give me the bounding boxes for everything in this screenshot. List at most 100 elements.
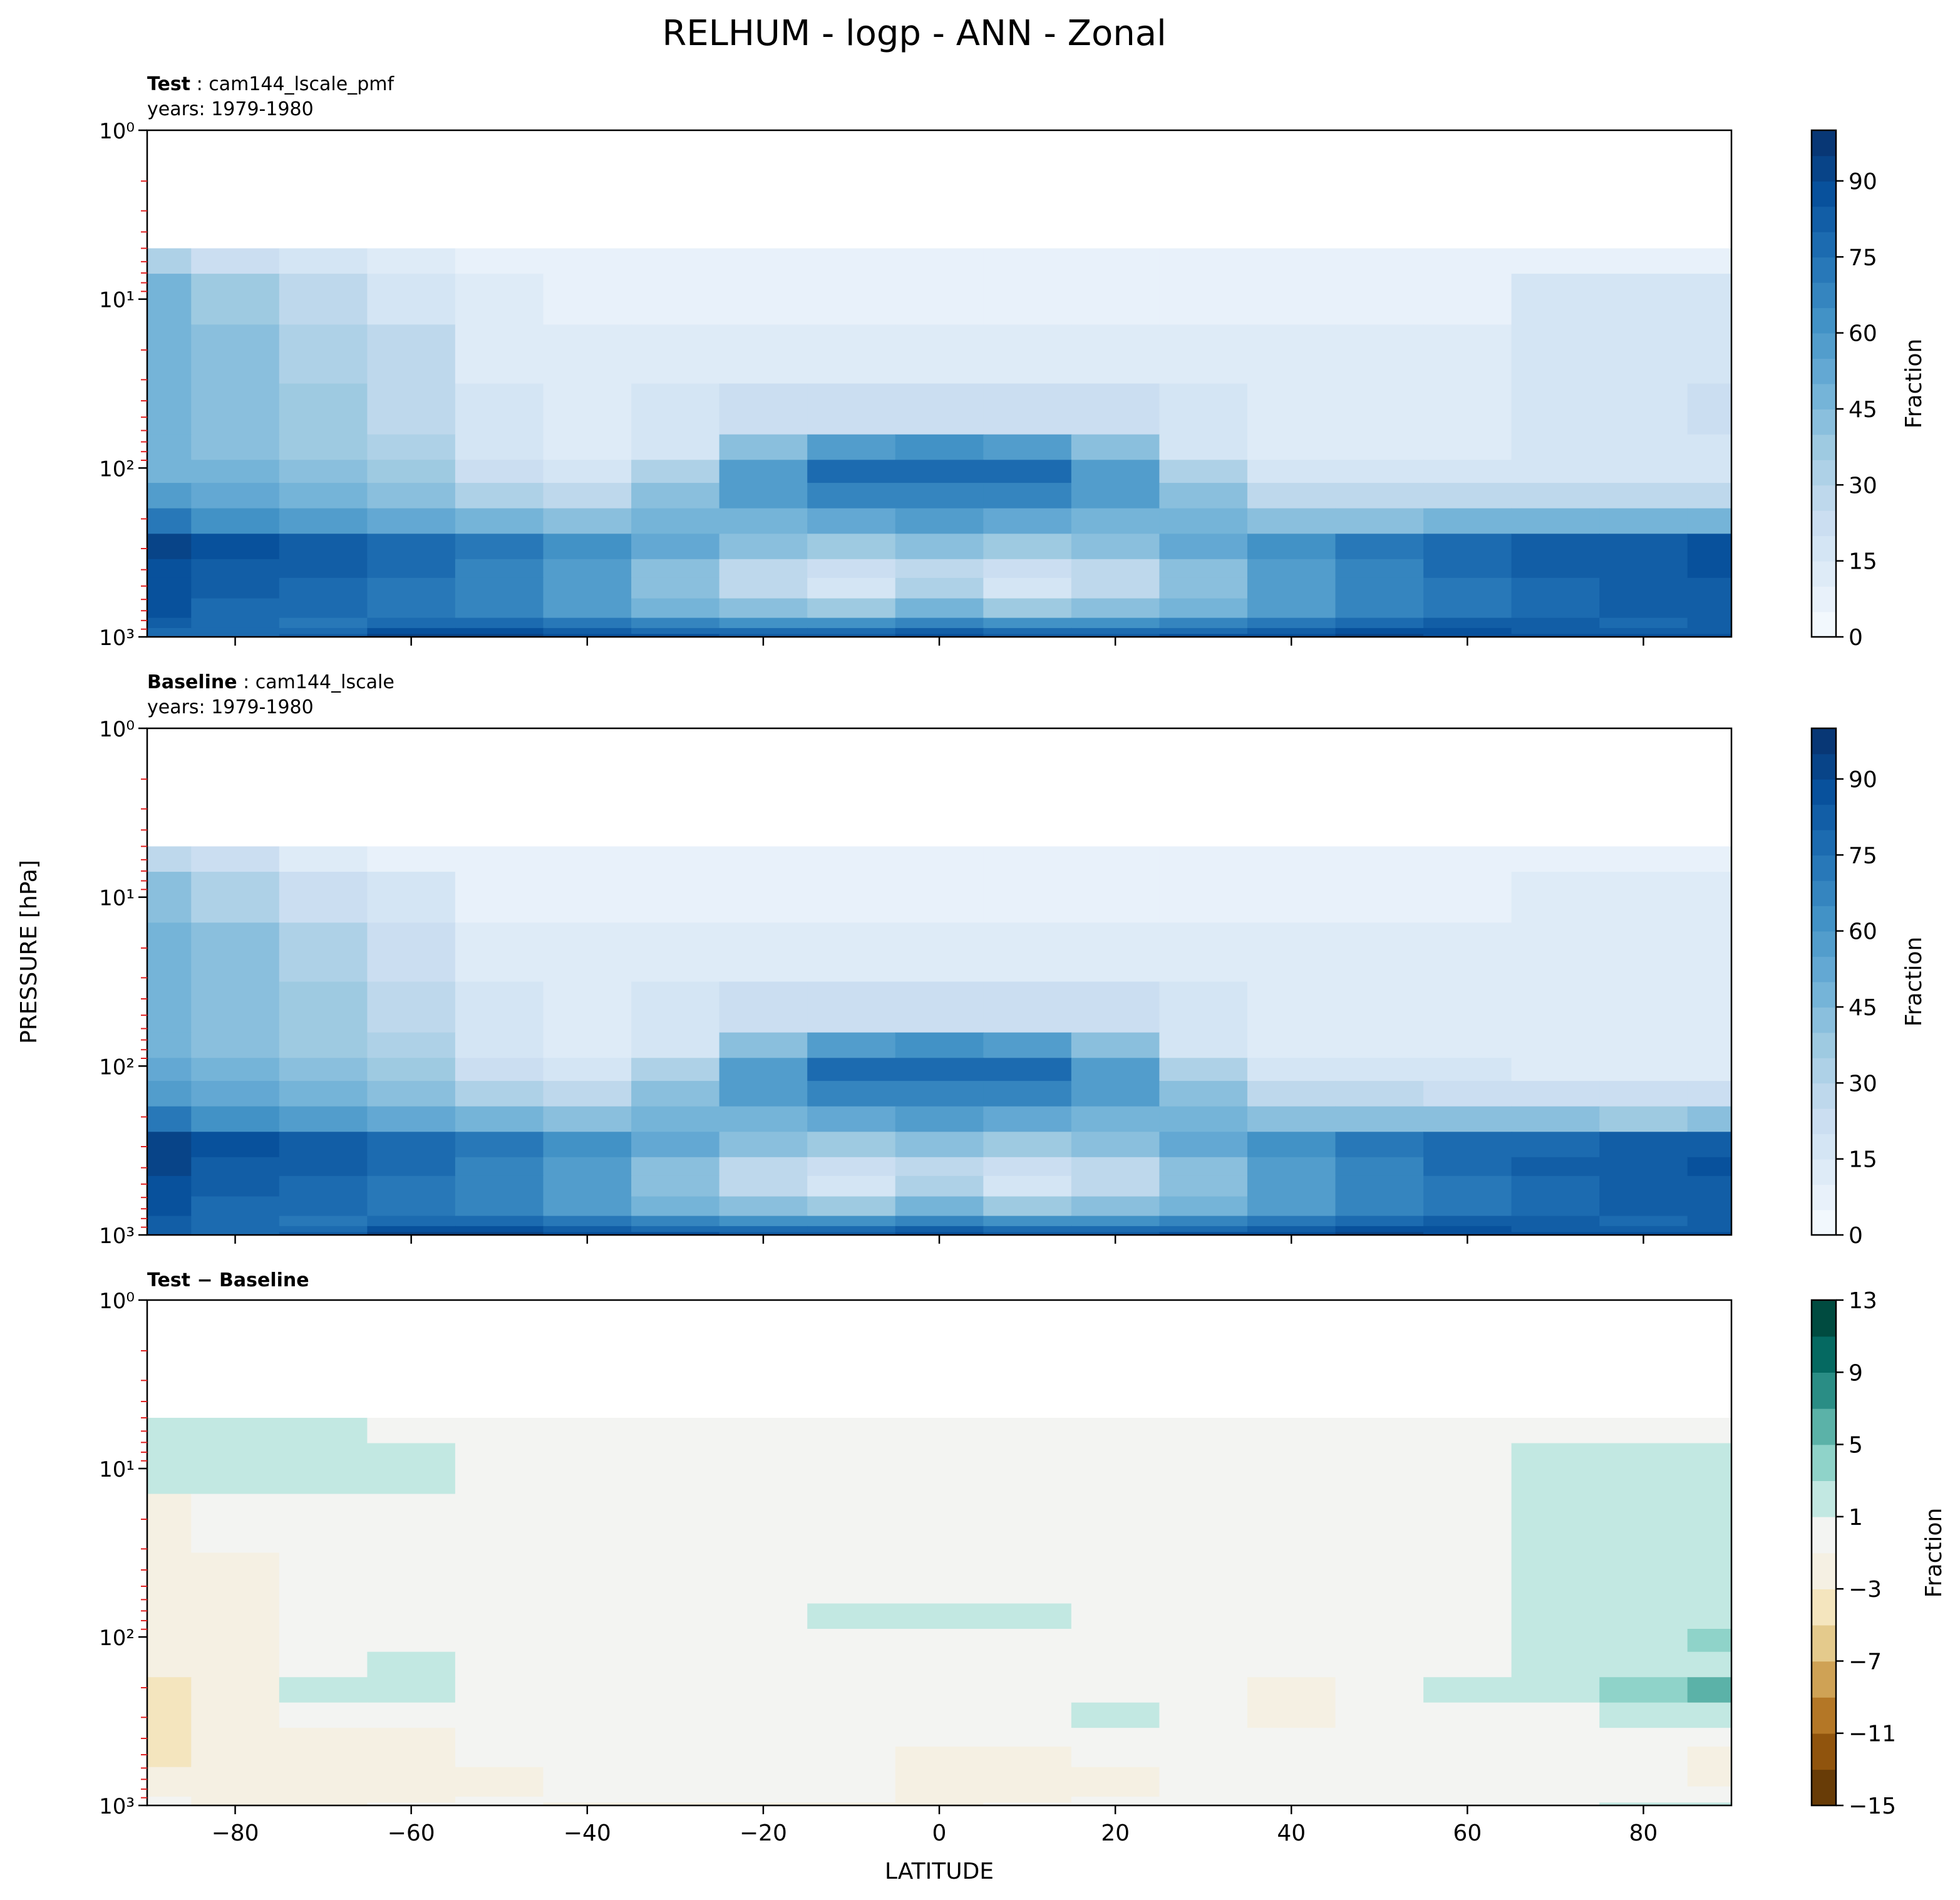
heatmap-cell: [1599, 1552, 1688, 1604]
heatmap-cell: [367, 577, 456, 599]
heatmap-cell: [1599, 1677, 1688, 1703]
heatmap-cell: [1159, 1552, 1248, 1604]
y-tick-label: 10⁰: [99, 119, 135, 144]
heatmap-cell: [719, 508, 808, 535]
heatmap-cell: [191, 1157, 280, 1177]
heatmap-cell: [1687, 1443, 1732, 1495]
heatmap-cell: [719, 627, 808, 635]
heatmap-cell: [1247, 922, 1336, 983]
heatmap-cell: [807, 1786, 896, 1797]
heatmap-cell: [631, 1629, 720, 1653]
heatmap-cell: [455, 577, 544, 599]
heatmap-cell: [1687, 1767, 1732, 1787]
heatmap-cell: [1687, 534, 1732, 560]
heatmap-cell: [1423, 483, 1512, 509]
heatmap-cell: [1599, 627, 1688, 635]
heatmap-cell: [807, 981, 896, 1033]
heatmap-cell: [807, 846, 896, 872]
heatmap-cell: [1423, 434, 1512, 461]
heatmap-cell: [1687, 846, 1732, 872]
colorbar-tick-label: 75: [1849, 843, 1877, 869]
heatmap-cell: [1071, 1728, 1160, 1747]
heatmap-cell: [367, 383, 456, 435]
colorbar-swatch: [1812, 459, 1836, 486]
y-tick-label: 10⁰: [99, 717, 135, 742]
heatmap-cell: [1511, 508, 1600, 535]
heatmap-cell: [807, 508, 896, 535]
heatmap-cell: [1687, 1702, 1732, 1728]
heatmap-cell: [1071, 1797, 1160, 1804]
heatmap-cell: [1423, 1157, 1512, 1177]
heatmap-cell: [895, 598, 984, 619]
heatmap-cell: [719, 1132, 808, 1158]
heatmap-cell: [1687, 1603, 1732, 1629]
heatmap-cell: [1423, 1443, 1512, 1495]
heatmap-cell: [895, 1443, 984, 1495]
heatmap-cell: [147, 1494, 192, 1554]
heatmap-cell: [455, 1677, 544, 1703]
heatmap-cell: [983, 1157, 1072, 1177]
heatmap-cell: [191, 1032, 280, 1059]
heatmap-cell: [1423, 577, 1512, 599]
panel-subtitle-test: years: 1979-1980: [147, 98, 314, 120]
heatmap-cell: [1247, 1232, 1336, 1236]
heatmap-cell: [1335, 324, 1424, 385]
heatmap-cell: [719, 846, 808, 872]
heatmap-cell: [631, 1702, 720, 1728]
heatmap-cell: [279, 1702, 368, 1728]
heatmap-cell: [1423, 1552, 1512, 1604]
heatmap-cell: [1247, 1196, 1336, 1217]
heatmap-cell: [895, 1175, 984, 1197]
heatmap-cell: [807, 1216, 896, 1227]
heatmap-cell: [543, 1216, 632, 1227]
heatmap-cell: [543, 1418, 632, 1444]
heatmap-cell: [1511, 1058, 1600, 1082]
heatmap-cell: [1423, 1175, 1512, 1197]
heatmap-cell: [191, 534, 280, 560]
colorbar-swatch: [1812, 1661, 1836, 1698]
colorbar-swatch: [1812, 155, 1836, 182]
heatmap-cell: [279, 1196, 368, 1217]
heatmap-cell: [1071, 981, 1160, 1033]
heatmap-cell: [543, 981, 632, 1033]
heatmap-cell: [147, 577, 192, 599]
heatmap-cell: [367, 1552, 456, 1604]
heatmap-cell: [543, 508, 632, 535]
heatmap-cell: [1423, 1677, 1512, 1703]
heatmap-cell: [631, 534, 720, 560]
colorbar-swatch: [1812, 206, 1836, 232]
heatmap-cell: [1599, 598, 1688, 619]
heatmap-cell: [1071, 846, 1160, 872]
heatmap-cell: [191, 434, 280, 461]
heatmap-cell: [1071, 559, 1160, 579]
heatmap-cell: [147, 483, 192, 509]
heatmap-cell: [455, 846, 544, 872]
heatmap-cell: [147, 634, 192, 638]
heatmap-cell: [807, 872, 896, 924]
heatmap-cell: [631, 846, 720, 872]
heatmap-cell: [543, 248, 632, 274]
colorbar-swatch: [1812, 1336, 1836, 1373]
colorbar-swatch: [1812, 753, 1836, 780]
heatmap-cell: [895, 1081, 984, 1107]
heatmap-cell: [191, 922, 280, 983]
heatmap-cell: [367, 1603, 456, 1629]
heatmap-cell: [543, 1629, 632, 1653]
heatmap-cell: [807, 483, 896, 509]
heatmap-cell: [1423, 846, 1512, 872]
heatmap-cell: [1423, 460, 1512, 483]
heatmap-cell: [1159, 1443, 1248, 1495]
heatmap-cell: [1335, 1175, 1424, 1197]
heatmap-cell: [719, 1196, 808, 1217]
heatmap-cell: [455, 1786, 544, 1797]
heatmap-cell: [1511, 434, 1600, 461]
heatmap-cell: [1423, 1418, 1512, 1444]
heatmap-cell: [983, 1216, 1072, 1227]
heatmap-cell: [279, 1651, 368, 1678]
heatmap-cell: [631, 383, 720, 435]
x-tick-label: 80: [1629, 1820, 1658, 1846]
heatmap-cell: [1423, 1132, 1512, 1158]
colorbar-frame: [1810, 727, 1837, 1236]
heatmap-cell: [147, 617, 192, 629]
heatmap-cell: [367, 1802, 456, 1806]
